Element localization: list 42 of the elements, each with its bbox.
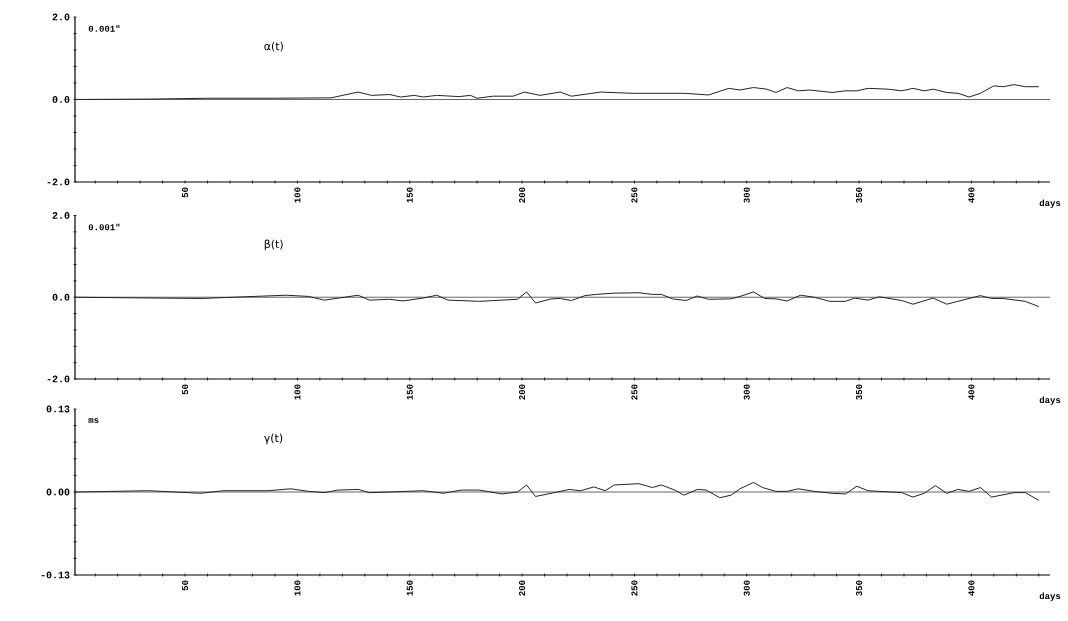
x-tick-label: 150 [406,187,413,203]
x-tick-label: 200 [519,580,526,596]
x-tick-label: 100 [294,580,301,596]
x-tick-label: 150 [406,580,413,596]
x-tick-label: 200 [519,187,526,203]
x-tick-label: 350 [856,580,863,596]
x-tick-label: 200 [519,384,526,400]
text: α(t) [264,41,283,52]
y-tick-label: -2.0 [47,178,70,186]
x-tick-label: 100 [294,187,301,203]
y-tick-label: 0.00 [46,488,70,496]
x-tick-label: 350 [856,384,863,400]
y-tick-label: 0.13 [46,405,70,413]
x-tick-label: 300 [743,384,750,400]
x-tick-label: 150 [406,384,413,400]
y-axis-title: 0.001" [88,25,120,32]
y-tick-label: -2.0 [47,375,70,383]
x-axis-title: days [1039,199,1061,208]
x-tick-label: 400 [968,580,975,596]
y-tick-label: 2.0 [52,13,70,21]
y-tick-label: 2.0 [52,212,70,219]
x-tick-label: 400 [968,187,975,203]
x-tick-label: 250 [631,580,638,596]
text: γ(t) [263,433,283,445]
y-axis-title: 0.001" [88,223,120,231]
x-tick-label: 50 [182,384,189,395]
x-tick-label: 100 [294,384,301,400]
x-tick-label: 250 [631,384,638,400]
x-tick-label: 350 [856,187,863,203]
x-tick-label: 300 [743,580,750,596]
x-axis-title: days [1039,396,1061,405]
x-tick-label: 50 [182,580,189,591]
x-tick-label: 50 [182,187,189,198]
y-tick-label: 0.0 [52,293,70,301]
x-axis-title: days [1039,592,1061,601]
text: β(t) [264,239,283,251]
x-tick-label: 300 [743,187,750,203]
y-tick-label: 0.0 [52,96,70,103]
x-tick-label: 400 [968,384,975,400]
y-tick-label: -0.13 [41,571,70,579]
x-tick-label: 250 [631,187,638,203]
y-axis-title: ms [88,418,99,424]
